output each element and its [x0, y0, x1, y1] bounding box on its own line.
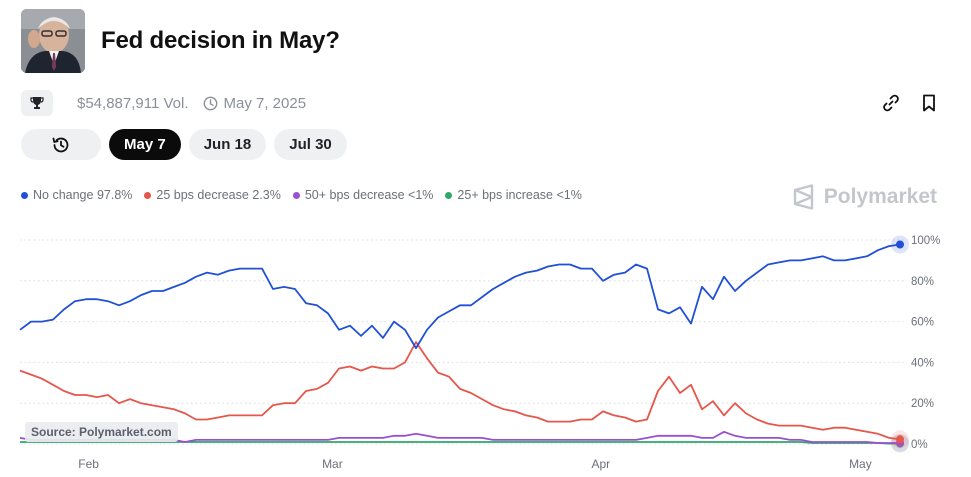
market-title: Fed decision in May? [101, 27, 340, 54]
y-tick-label: 40% [911, 357, 934, 369]
legend-item-no-change: No change 97.8% [21, 188, 132, 202]
market-actions [881, 93, 939, 113]
brand-name: Polymarket [823, 185, 937, 208]
y-tick-label: 60% [911, 317, 934, 329]
legend-value: <1% [408, 188, 434, 202]
y-tick-label: 80% [911, 276, 934, 288]
legend-dot [445, 191, 453, 199]
polymarket-logo-icon [793, 184, 813, 210]
person-portrait-icon [21, 9, 85, 73]
x-tick-label: Mar [322, 457, 343, 471]
series-endpoint-dot [896, 240, 904, 249]
y-tick-label: 0% [911, 439, 928, 451]
legend-label: 50+ bps decrease [304, 188, 405, 202]
trophy-icon [30, 97, 44, 109]
x-tick-label: Feb [78, 457, 99, 471]
legend-value: 2.3% [252, 188, 281, 202]
tab-jul-30[interactable]: Jul 30 [274, 129, 347, 160]
tab-jun-18[interactable]: Jun 18 [188, 129, 267, 160]
date-tabs: May 7 Jun 18 Jul 30 [21, 129, 347, 160]
series-line-25-bps-increase [20, 441, 900, 445]
link-icon[interactable] [881, 93, 901, 113]
clock-icon [203, 96, 218, 111]
legend-dot [292, 191, 300, 199]
legend-dot [21, 191, 28, 199]
volume-text: $54,887,911 Vol. [77, 94, 189, 112]
y-tick-label: 20% [911, 398, 934, 410]
legend-label: 25+ bps increase [457, 188, 553, 202]
tab-may-7[interactable]: May 7 [109, 129, 181, 160]
chart-legend: No change 97.8% 25 bps decrease 2.3% 50+… [21, 188, 582, 202]
legend-item-25bps-decrease: 25 bps decrease 2.3% [144, 188, 281, 202]
legend-label: 25 bps decrease [156, 188, 249, 202]
legend-dot [144, 191, 152, 199]
history-icon [52, 137, 69, 152]
legend-item-25bps-increase: 25+ bps increase <1% [445, 188, 582, 202]
end-date-text: May 7, 2025 [223, 94, 307, 112]
market-meta: $54,887,911 Vol. May 7, 2025 [21, 90, 306, 116]
legend-value: 97.8% [96, 188, 133, 202]
polymarket-brand: Polymarket [792, 184, 937, 210]
series-endpoint-dot [896, 435, 904, 444]
trophy-badge[interactable] [21, 90, 53, 116]
history-button[interactable] [21, 129, 101, 160]
legend-value: <1% [556, 188, 582, 202]
source-label: Source: Polymarket.com [25, 422, 178, 442]
legend-label: No change [33, 188, 94, 202]
legend-item-50bps-decrease: 50+ bps decrease <1% [292, 188, 434, 202]
market-avatar [21, 9, 85, 73]
x-tick-label: May [849, 457, 872, 471]
series-line-no-change [19, 243, 901, 349]
bookmark-icon[interactable] [919, 93, 939, 113]
x-tick-label: Apr [591, 457, 610, 471]
y-tick-label: 100% [911, 235, 940, 247]
market-header: Fed decision in May? [21, 9, 340, 73]
series-line-25-bps-decrease [19, 341, 901, 441]
